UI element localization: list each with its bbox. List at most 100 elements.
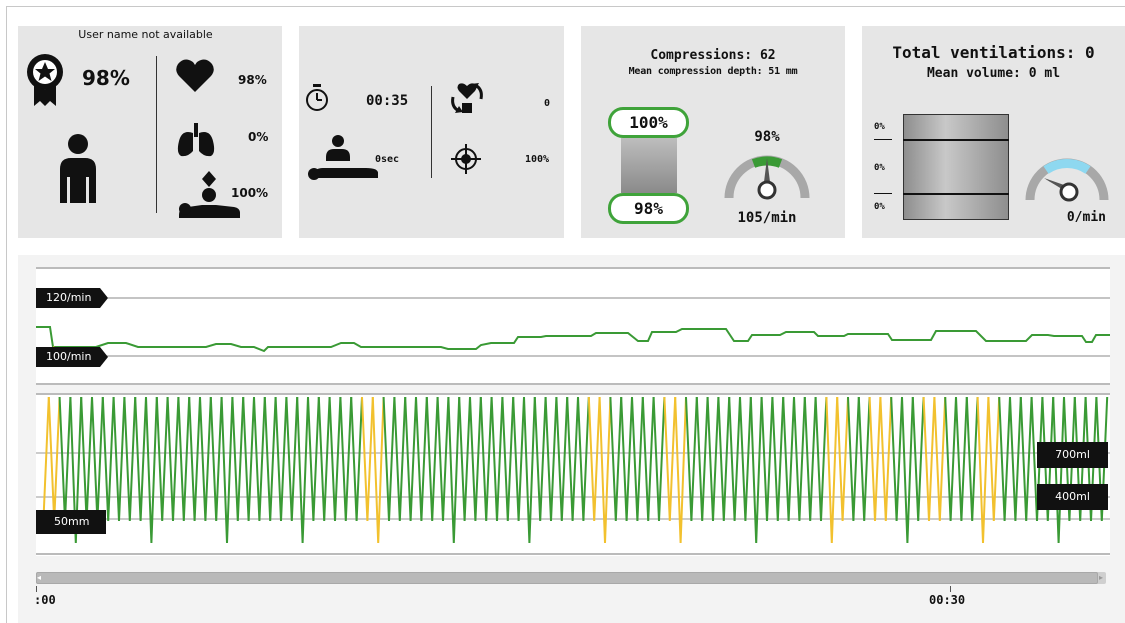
timeline-scrollbar-thumb[interactable]: [36, 572, 1098, 584]
wave-segment: [965, 396, 979, 522]
mean-volume: Mean volume: 0 ml: [926, 66, 1061, 81]
wave-segment: [1084, 396, 1098, 522]
wave-segment: [253, 396, 266, 522]
wave-segment: [166, 396, 180, 522]
scroll-left-arrow[interactable]: ◂: [37, 573, 42, 582]
cpr-person-icon: [308, 135, 378, 180]
elapsed-time: 00:35: [366, 93, 409, 109]
ventilation-label-mid: 0%: [874, 163, 885, 173]
rate-chart: [36, 267, 1110, 385]
wave-segment: [890, 396, 903, 522]
wave-segment: [749, 396, 763, 544]
wave-segment: [598, 396, 612, 544]
wave-segment: [911, 396, 925, 522]
depth-percentage: 98%: [608, 193, 689, 224]
wave-segment: [803, 396, 817, 522]
wave-segment: [350, 396, 363, 522]
rate-upper-label: 120/min: [46, 291, 92, 304]
wave-segment: [382, 396, 396, 522]
wave-segment: [566, 396, 579, 522]
wave-segment: [112, 396, 126, 522]
wave-segment: [631, 396, 644, 522]
wave-segment: [695, 396, 709, 522]
compressions-panel: Compressions: 62 Mean compression depth:…: [581, 26, 845, 238]
ventilation-target-lower: [903, 193, 1009, 195]
person-icon: [60, 134, 96, 203]
wave-segment: [469, 396, 482, 522]
wave-segment: [263, 396, 277, 522]
wave-segment: [555, 396, 569, 522]
hand-position: 100%: [525, 154, 550, 165]
scroll-right-arrow[interactable]: ▸: [1099, 573, 1104, 582]
wave-segment: [868, 396, 882, 522]
wave-segment: [285, 396, 299, 522]
wave-segment: [1063, 396, 1076, 522]
ventilation-rate: 0/min: [1066, 210, 1106, 225]
wave-segment: [771, 396, 785, 522]
wave-segment: [145, 396, 158, 544]
wave-segment: [760, 396, 774, 522]
mean-compression-depth: Mean compression depth: 51 mm: [628, 66, 798, 77]
wave-segment: [199, 396, 212, 522]
wave-segment: [717, 396, 731, 522]
wave-segment: [944, 396, 957, 522]
wave-segment: [739, 396, 752, 522]
wave-segment: [987, 396, 1001, 522]
depth-marker-label: 50mm: [54, 515, 90, 528]
wave-segment: [1073, 396, 1087, 522]
ventilation-volume-bar: [903, 114, 1009, 220]
wave-segment: [1019, 396, 1033, 522]
award-icon: [27, 54, 63, 106]
compression-score: 98%: [238, 73, 267, 87]
wave-segment: [404, 396, 417, 522]
wave-segment: [425, 396, 439, 522]
rate-upper-tag-point: [100, 288, 108, 308]
wave-segment: [544, 396, 558, 522]
wave-segment: [1095, 396, 1109, 522]
recoil-score: 100%: [231, 186, 269, 200]
recoil-icon: [179, 171, 240, 218]
wave-segment: [220, 396, 234, 544]
wave-segment: [69, 396, 83, 544]
heart-icon: [176, 59, 214, 92]
no-flow-time: 0sec: [375, 154, 400, 165]
wave-segment: [652, 396, 666, 522]
pause-cycle-icon: [451, 83, 483, 113]
wave-segment: [188, 396, 201, 522]
wave-segment: [490, 396, 504, 522]
wave-segment: [479, 396, 493, 522]
wave-segment: [901, 396, 914, 544]
wave-segment: [609, 396, 623, 522]
ventilations-panel: Total ventilations: 0 Mean volume: 0 ml …: [862, 26, 1125, 238]
wave-segment: [101, 396, 115, 522]
wave-segment: [685, 396, 698, 522]
ventilation-label-bottom: 0%: [874, 202, 885, 212]
pauses-count: 0: [544, 98, 551, 109]
wave-segment: [371, 396, 385, 544]
wave-segment: [328, 396, 342, 522]
wave-segment: [307, 396, 320, 522]
time-tick-start: [36, 586, 37, 592]
wave-segment: [641, 396, 655, 522]
wave-segment: [242, 396, 255, 522]
compression-rate-gauge: [724, 155, 810, 200]
wave-segment: [857, 396, 871, 522]
wave-segment: [1009, 396, 1022, 522]
wave-segment: [361, 396, 374, 522]
wave-segment: [231, 396, 245, 522]
compression-rate: 105/min: [737, 210, 797, 226]
compression-depth-bar: [621, 138, 677, 193]
lungs-icon: [177, 123, 215, 157]
wave-segment: [577, 396, 590, 522]
wave-segment: [523, 396, 536, 544]
rate-lower-tag-point: [100, 347, 108, 367]
wave-segment: [317, 396, 331, 522]
depth-marker-tag: 50mm: [36, 510, 106, 534]
rate-percentage: 98%: [754, 129, 780, 145]
ventilations-title: Total ventilations: 0: [892, 43, 1095, 62]
wave-segment: [177, 396, 191, 522]
ventilation-label-top: 0%: [874, 122, 885, 132]
rate-upper-tag: 120/min: [36, 288, 100, 308]
wave-segment: [955, 396, 968, 522]
frame-top-border: [6, 6, 1125, 7]
